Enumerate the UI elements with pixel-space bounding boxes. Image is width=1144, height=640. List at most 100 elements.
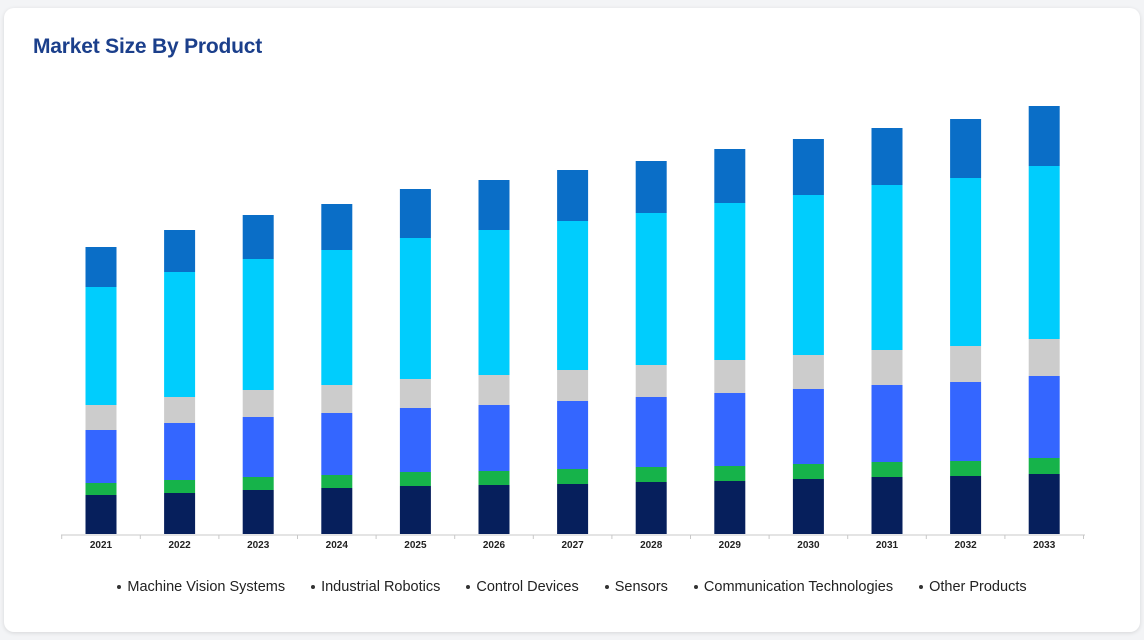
bar-segment: [399, 189, 431, 238]
bar-segment: [792, 389, 824, 464]
bar-segment: [164, 230, 196, 272]
bar-segment: [635, 161, 667, 213]
bar-segment: [792, 355, 824, 389]
bar-segment: [871, 128, 903, 185]
legend-bullet-icon: [311, 585, 316, 589]
bar-segment: [478, 471, 510, 485]
legend-item[interactable]: Communication Technologies: [693, 579, 894, 595]
bar-segment: [792, 479, 824, 534]
bar-segment: [164, 493, 196, 534]
legend-item[interactable]: Control Devices: [466, 579, 579, 595]
bar-segment: [399, 238, 431, 379]
bar-segment: [714, 360, 746, 393]
bar-segment: [478, 180, 510, 230]
legend-bullet-icon: [604, 585, 609, 589]
bar-segment: [1028, 339, 1060, 376]
bar-segment: [792, 464, 824, 479]
bar-segment: [321, 250, 353, 385]
bar-segment: [1028, 474, 1060, 534]
x-tick-label: 2031: [876, 540, 899, 551]
bar-segment: [871, 385, 903, 462]
bar-segment: [871, 477, 903, 534]
x-tick-label: 2026: [483, 540, 506, 551]
legend-item[interactable]: Sensors: [604, 579, 668, 595]
bar-segment: [714, 203, 746, 360]
x-tick-label: 2030: [797, 540, 820, 551]
bar-segment: [871, 462, 903, 477]
bar-segment: [1028, 166, 1060, 339]
x-tick-label: 2027: [561, 540, 584, 551]
stacked-bar-chart: 2021 2022 2023 2024 2025 2026 2027 2028 2029 2030…: [61, 106, 1085, 551]
legend-bullet-icon: [466, 585, 471, 589]
bar-segment: [399, 472, 431, 486]
bar-segment: [557, 221, 589, 370]
x-tick-label: 2022: [168, 540, 191, 551]
bar-segment: [242, 390, 274, 417]
bar-segment: [85, 405, 117, 430]
bar-segment: [1028, 106, 1060, 166]
bar-segment: [321, 413, 353, 475]
bar-segment: [242, 490, 274, 534]
bar-segment: [321, 475, 353, 488]
bar-segment: [635, 397, 667, 467]
bar-segment: [714, 149, 746, 203]
bar-segment: [714, 466, 746, 481]
bar-segment: [242, 259, 274, 390]
bar-segment: [635, 482, 667, 534]
bar-segment: [635, 365, 667, 397]
bar-segment: [478, 230, 510, 375]
bar-segment: [950, 346, 982, 382]
x-tick-label: 2023: [247, 540, 270, 551]
bar-segment: [557, 370, 589, 401]
bar-segment: [164, 423, 196, 480]
bar-segment: [85, 483, 117, 495]
chart-title: Market Size By Product: [33, 35, 262, 58]
bar-segment: [871, 350, 903, 385]
bar-segment: [164, 480, 196, 493]
bar-segment: [950, 461, 982, 476]
bar-segment: [714, 481, 746, 534]
bar-segment: [321, 385, 353, 413]
bar-segment: [321, 488, 353, 534]
chart-card: Market Size By Product 2021 2022 2023 2024 2…: [4, 8, 1140, 632]
bar-segment: [557, 170, 589, 221]
bar-segment: [792, 139, 824, 195]
bar-segment: [714, 393, 746, 466]
bar-segment: [635, 467, 667, 482]
bar-segment: [1028, 458, 1060, 474]
bar-segment: [164, 397, 196, 423]
bar-segment: [242, 215, 274, 259]
bar-segment: [950, 476, 982, 534]
legend-label: Sensors: [614, 579, 668, 595]
bar-segment: [85, 287, 117, 405]
legend-item[interactable]: Machine Vision Systems: [117, 579, 285, 595]
chart-legend: Machine Vision Systems Industrial Robotic…: [4, 579, 1140, 595]
bar-segment: [557, 401, 589, 469]
x-tick-label: 2028: [640, 540, 663, 551]
legend-label: Other Products: [929, 579, 1027, 595]
bar-segment: [478, 375, 510, 405]
bar-segment: [242, 417, 274, 477]
x-tick-label: 2033: [1033, 540, 1056, 551]
legend-label: Communication Technologies: [703, 579, 894, 595]
bar-segment: [399, 486, 431, 534]
legend-label: Control Devices: [476, 579, 579, 595]
x-tick-label: 2032: [954, 540, 977, 551]
bar-segment: [792, 195, 824, 355]
legend-item[interactable]: Other Products: [919, 579, 1027, 595]
legend-item[interactable]: Industrial Robotics: [311, 579, 440, 595]
legend-label: Industrial Robotics: [321, 579, 441, 595]
bar-segment: [478, 405, 510, 471]
legend-bullet-icon: [693, 585, 698, 589]
bar-segment: [950, 178, 982, 346]
legend-bullet-icon: [117, 585, 122, 589]
x-tick-label: 2024: [326, 540, 349, 551]
legend-label: Machine Vision Systems: [127, 579, 286, 595]
bar-segment: [557, 469, 589, 484]
bar-segment: [950, 382, 982, 461]
legend-bullet-icon: [919, 585, 924, 589]
bar-segment: [950, 119, 982, 178]
bar-segment: [85, 247, 117, 287]
bar-segment: [399, 408, 431, 472]
bar-segment: [164, 272, 196, 397]
